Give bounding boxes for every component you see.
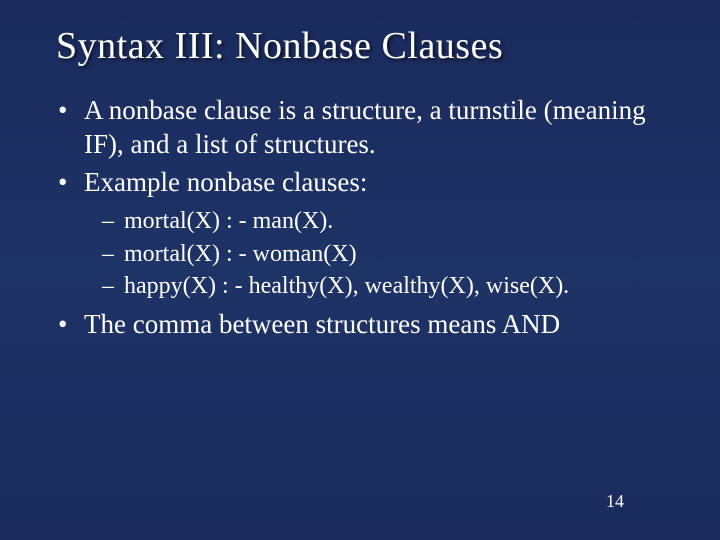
bullet-item: The comma between structures means AND [56, 308, 672, 342]
page-number: 14 [606, 491, 624, 512]
bullet-text: The comma between structures means AND [84, 309, 560, 339]
bullet-text: A nonbase clause is a structure, a turns… [84, 95, 646, 159]
bullet-text: Example nonbase clauses: [84, 167, 367, 197]
bullet-item: A nonbase clause is a structure, a turns… [56, 94, 672, 162]
slide-title: Syntax III: Nonbase Clauses [56, 24, 672, 68]
sub-bullet-item: mortal(X) : - man(X). [102, 205, 672, 237]
sub-bullet-item: mortal(X) : - woman(X) [102, 238, 672, 270]
sub-bullet-list: mortal(X) : - man(X). mortal(X) : - woma… [102, 205, 672, 302]
slide: Syntax III: Nonbase Clauses A nonbase cl… [0, 0, 720, 540]
sub-bullet-item: happy(X) : - healthy(X), wealthy(X), wis… [102, 270, 672, 302]
bullet-list: A nonbase clause is a structure, a turns… [56, 94, 672, 342]
bullet-item: Example nonbase clauses: mortal(X) : - m… [56, 166, 672, 303]
